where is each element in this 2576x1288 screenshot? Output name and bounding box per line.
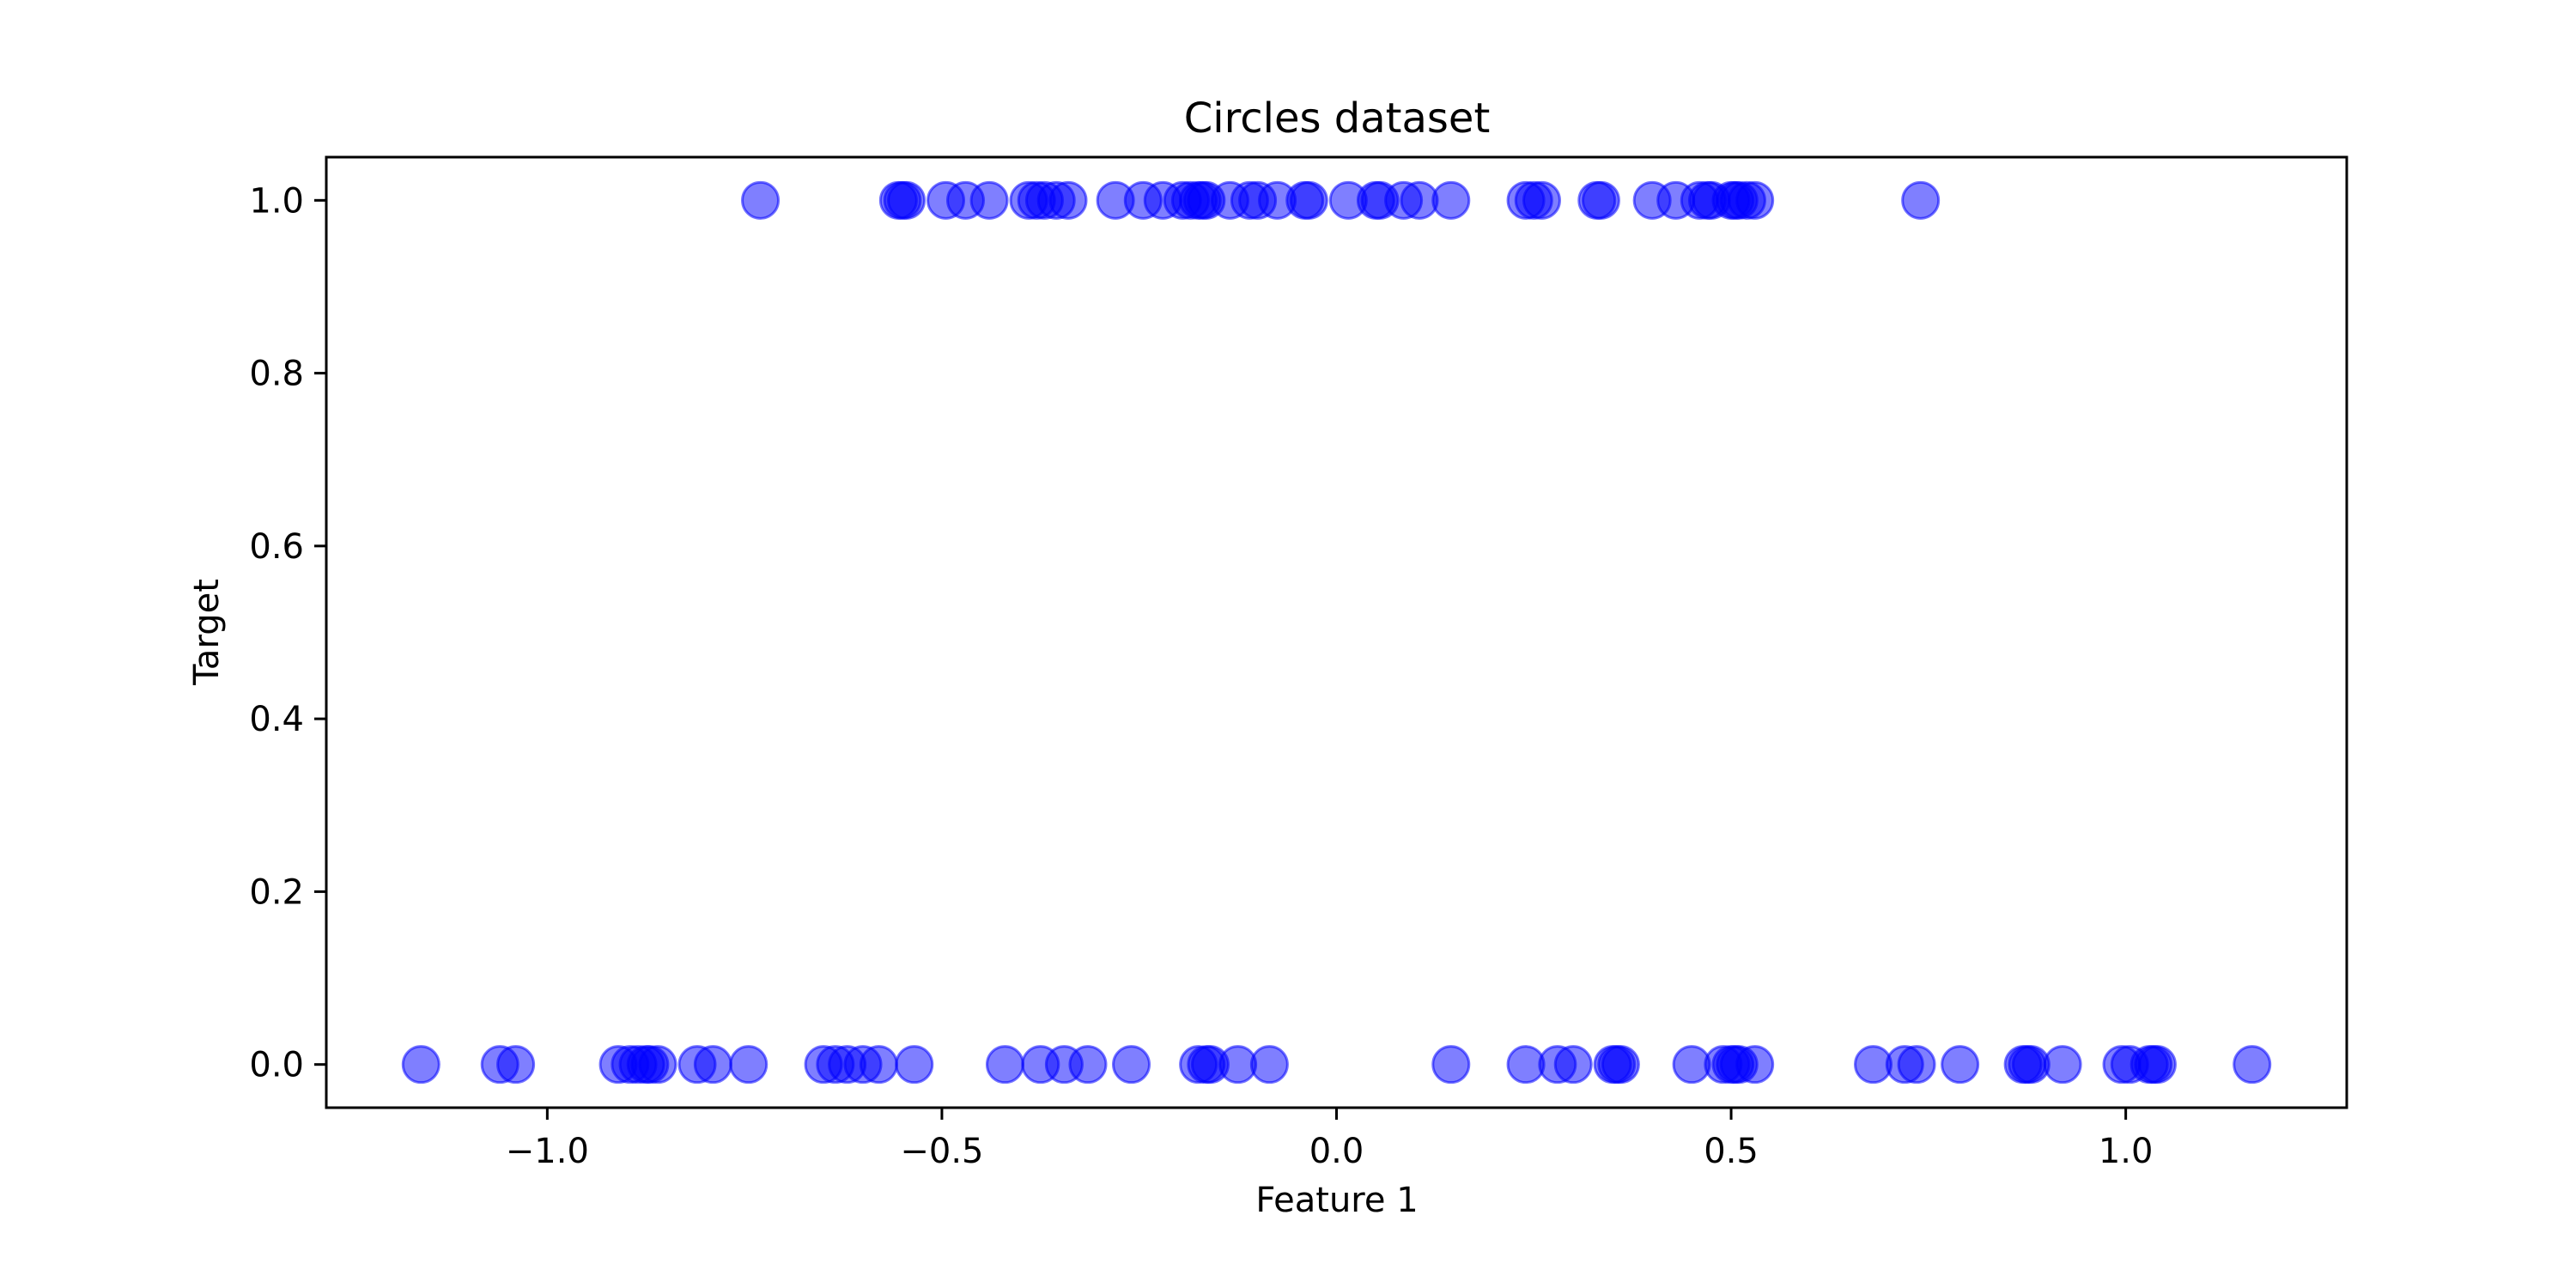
data-point [1901, 180, 1941, 220]
x-tick-label: 0.0 [1309, 1132, 1364, 1171]
data-point [969, 180, 1009, 220]
data-point [1941, 1045, 1980, 1084]
data-point [1431, 180, 1471, 220]
data-point [2233, 1045, 2272, 1084]
data-point [1735, 1045, 1775, 1084]
data-point [1048, 180, 1088, 220]
data-point [2043, 1045, 2082, 1084]
data-point [496, 1045, 536, 1084]
data-point [1112, 1045, 1151, 1084]
data-point [1897, 1045, 1936, 1084]
data-point [895, 1045, 934, 1084]
plot-frame [325, 155, 2348, 1109]
data-point [859, 1045, 898, 1084]
chart-title: Circles dataset [1184, 94, 1491, 143]
data-point [1249, 1045, 1289, 1084]
data-point [1522, 180, 1561, 220]
data-point [693, 1045, 732, 1084]
y-tick-label: 0.0 [249, 1046, 304, 1085]
data-point [1553, 1045, 1593, 1084]
data-point [887, 180, 927, 220]
data-point [1601, 1045, 1640, 1084]
data-point [741, 180, 781, 220]
data-point [1431, 1045, 1471, 1084]
y-tick-label: 1.0 [249, 181, 304, 221]
x-tick-label: −0.5 [900, 1132, 983, 1171]
x-tick-label: 1.0 [2099, 1132, 2154, 1171]
ticks-layer: −1.0 −0.5 0.0 0.5 1.0 0.0 0.2 0.4 0.6 0.8 1.0 [249, 181, 2153, 1171]
data-point [729, 1045, 769, 1084]
y-tick-label: 0.6 [249, 527, 304, 567]
y-tick-label: 0.2 [249, 872, 304, 912]
y-tick-label: 0.8 [249, 355, 304, 394]
data-point [1735, 180, 1775, 220]
y-tick-label: 0.4 [249, 700, 304, 739]
points-layer [401, 180, 2272, 1084]
data-point [638, 1045, 677, 1084]
data-point [985, 1045, 1024, 1084]
y-axis-label: Target [187, 579, 227, 686]
x-axis-label: Feature 1 [1255, 1181, 1418, 1220]
x-tick-label: −1.0 [506, 1132, 589, 1171]
data-point [401, 1045, 440, 1084]
data-point [1289, 180, 1328, 220]
x-tick-label: 0.5 [1704, 1132, 1759, 1171]
data-point [1581, 180, 1620, 220]
data-point [1068, 1045, 1108, 1084]
data-point [2137, 1045, 2177, 1084]
